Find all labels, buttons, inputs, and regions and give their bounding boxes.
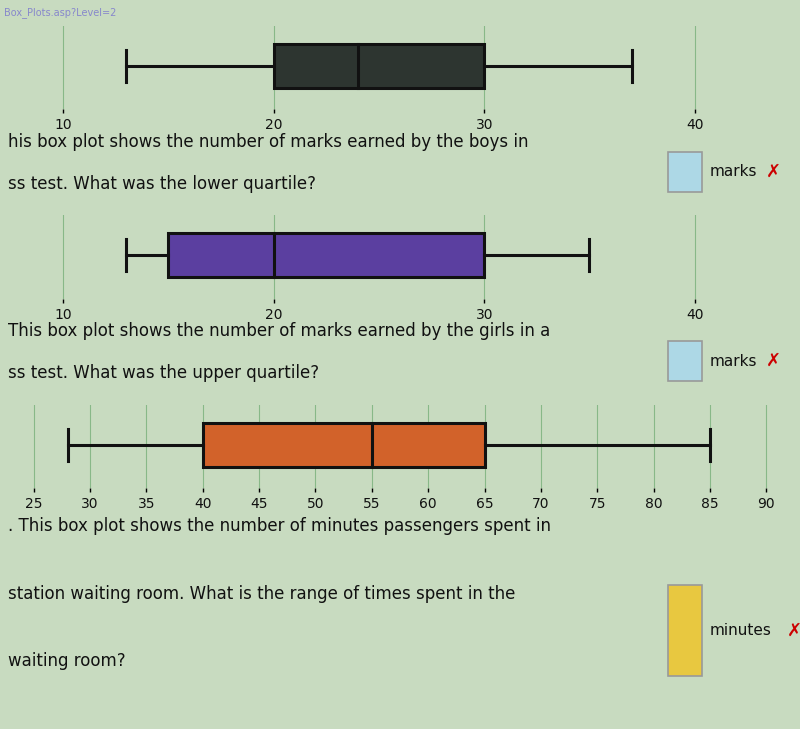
Text: marks: marks <box>710 354 757 369</box>
Bar <box>274 44 484 87</box>
Bar <box>668 341 702 381</box>
Bar <box>668 152 702 192</box>
Text: station waiting room. What is the range of times spent in the: station waiting room. What is the range … <box>8 585 515 603</box>
Text: ss test. What was the lower quartile?: ss test. What was the lower quartile? <box>8 175 316 193</box>
Text: ✗: ✗ <box>766 352 781 370</box>
Text: marks: marks <box>710 164 757 179</box>
Bar <box>203 423 485 467</box>
Bar <box>169 233 484 277</box>
Text: This box plot shows the number of marks earned by the girls in a: This box plot shows the number of marks … <box>8 322 550 340</box>
Text: his box plot shows the number of marks earned by the boys in: his box plot shows the number of marks e… <box>8 133 529 151</box>
Text: ss test. What was the upper quartile?: ss test. What was the upper quartile? <box>8 364 319 383</box>
Bar <box>668 585 702 676</box>
Text: waiting room?: waiting room? <box>8 652 126 670</box>
Text: . This box plot shows the number of minutes passengers spent in: . This box plot shows the number of minu… <box>8 518 551 535</box>
Text: ✗: ✗ <box>786 621 800 639</box>
Text: ✗: ✗ <box>766 163 781 181</box>
Text: Box_Plots.asp?Level=2: Box_Plots.asp?Level=2 <box>4 7 116 18</box>
Text: minutes: minutes <box>710 623 771 638</box>
